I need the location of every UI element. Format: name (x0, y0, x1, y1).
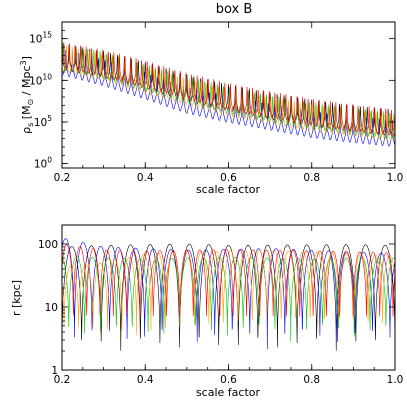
top-y-label-mid: / Mpc (20, 66, 33, 99)
top-y-label-cube: 3 (19, 60, 28, 65)
bottom-x-tick-label: 0.2 (54, 374, 71, 386)
top-y-label-sub: s (26, 123, 35, 127)
top-y-label-close: ] (20, 56, 33, 60)
bottom-x-tick-label: 0.6 (220, 374, 237, 386)
top-panel: 0.2 0.4 0.6 0.8 1.0 100 105 1010 1015 scale fact… (19, 21, 404, 196)
top-y-tick-label: 100 (34, 156, 52, 171)
bottom-y-tick-label: 100 (38, 239, 58, 251)
top-y-tick-label: 1010 (29, 72, 52, 87)
top-ticks: 0.2 0.4 0.6 0.8 1.0 100 105 1010 1015 (29, 21, 404, 184)
bottom-panel: 0.2 0.4 0.6 0.8 1.0 1 10 100 scale factor r [kp… (10, 224, 404, 399)
top-series-0 (62, 43, 395, 136)
top-y-label-open: [M (20, 105, 33, 122)
bottom-ticks: 0.2 0.4 0.6 0.8 1.0 1 10 100 (38, 224, 404, 386)
top-series-4 (62, 42, 395, 136)
top-x-tick-label: 0.6 (220, 172, 237, 184)
bottom-y-tick-label: 10 (45, 302, 58, 314)
top-series-group (62, 42, 395, 147)
bottom-y-axis-label: r [kpc] (10, 280, 23, 316)
bottom-series-1 (62, 238, 395, 350)
top-y-tick-label: 1015 (29, 31, 52, 46)
bottom-x-tick-label: 0.4 (137, 374, 154, 386)
bottom-y-tick-label: 1 (51, 365, 58, 377)
top-plot-frame (61, 21, 396, 169)
top-y-tick-label: 105 (34, 114, 52, 129)
top-x-tick-label: 0.8 (303, 172, 320, 184)
top-y-label-rho: ρ (20, 127, 33, 134)
bottom-series-0 (62, 243, 395, 363)
top-series-3 (62, 45, 395, 141)
top-x-tick-label: 1.0 (387, 172, 404, 184)
bottom-series-4 (62, 244, 395, 317)
top-y-axis-label: ρs [M⊙ / Mpc3] (19, 56, 35, 134)
chart-title: box B (216, 2, 253, 17)
bottom-series-group (62, 238, 395, 363)
bottom-series-2 (62, 256, 395, 342)
top-y-label-sun: ⊙ (26, 99, 35, 106)
top-x-tick-label: 0.4 (137, 172, 154, 184)
bottom-x-tick-label: 1.0 (387, 374, 404, 386)
top-x-axis-label: scale factor (196, 183, 261, 196)
bottom-x-axis-label: scale factor (196, 386, 261, 399)
bottom-x-tick-label: 0.8 (303, 374, 320, 386)
top-x-tick-label: 0.2 (54, 172, 71, 184)
